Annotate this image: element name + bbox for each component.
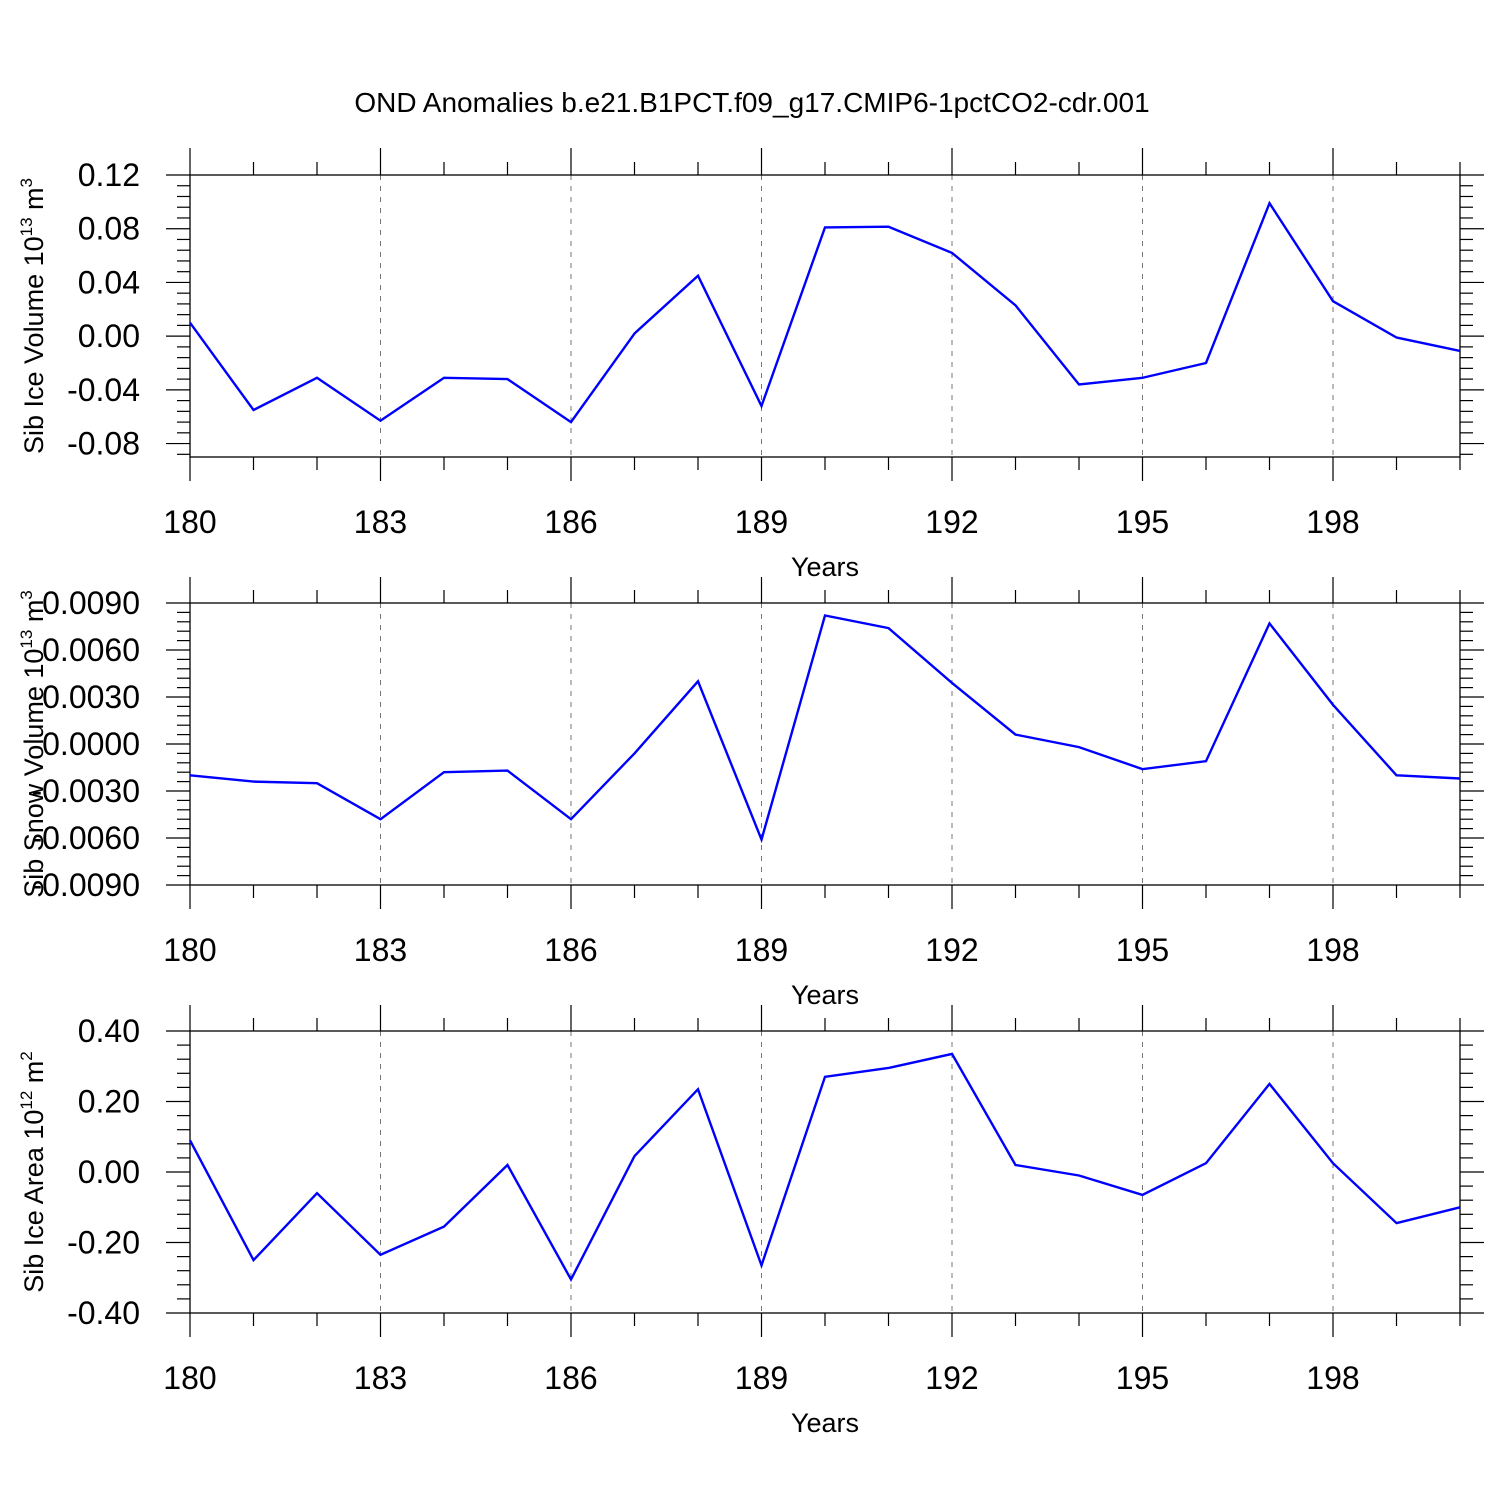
x-tick-label: 180 — [163, 504, 216, 540]
y-tick-label: 0.40 — [78, 1013, 140, 1049]
y-tick-label: 0.20 — [78, 1084, 140, 1120]
x-tick-label: 192 — [925, 504, 978, 540]
figure-title: OND Anomalies b.e21.B1PCT.f09_g17.CMIP6-… — [354, 87, 1149, 118]
x-tick-label: 195 — [1116, 1360, 1169, 1396]
x-tick-label: 189 — [735, 932, 788, 968]
x-tick-label: 186 — [544, 932, 597, 968]
chart-panel-3: 0.40 0.20 0.00 -0.20 -0.40 180 183 186 189 192 195… — [17, 1005, 1484, 1438]
x-tick-label: 186 — [544, 1360, 597, 1396]
x-tick-label: 189 — [735, 1360, 788, 1396]
x-tick-label: 180 — [163, 932, 216, 968]
y-tick-label: 0.0090 — [42, 585, 140, 621]
x-tick-label: 198 — [1306, 932, 1359, 968]
x-tick-label: 195 — [1116, 932, 1169, 968]
y-tick-label: -0.04 — [67, 372, 140, 408]
x-tick-label: 195 — [1116, 504, 1169, 540]
y-tick-label: 0.0030 — [42, 679, 140, 715]
x-tick-label: 198 — [1306, 1360, 1359, 1396]
x-tick-label: 183 — [354, 932, 407, 968]
y-tick-label: -0.0060 — [31, 820, 140, 856]
x-tick-label: 186 — [544, 504, 597, 540]
y-tick-label: 0.08 — [78, 211, 140, 247]
series-line — [189, 614, 1461, 844]
y-tick-label: -0.0090 — [31, 867, 140, 903]
y-tick-label: 0.0000 — [42, 726, 140, 762]
chart-panel-2: 0.0090 0.0060 0.0030 0.0000 -0.0030 -0.0060 -0… — [17, 577, 1484, 1010]
y-tick-label: 0.0060 — [42, 632, 140, 668]
plot-frame — [189, 1030, 1461, 1314]
series-line — [188, 1052, 1461, 1283]
series-line — [189, 200, 1461, 424]
x-axis-title: Years — [791, 552, 859, 582]
plot-frame — [189, 602, 1461, 886]
x-tick-label: 183 — [354, 504, 407, 540]
y-tick-label: -0.0030 — [31, 773, 140, 809]
x-tick-label: 192 — [925, 1360, 978, 1396]
y-tick-label: -0.08 — [67, 426, 140, 462]
y-axis-title: Sib Ice Volume 1013 m3 — [17, 178, 49, 454]
x-tick-label: 192 — [925, 932, 978, 968]
x-axis-title: Years — [791, 980, 859, 1010]
x-tick-label: 198 — [1306, 504, 1359, 540]
chart-panel-1: 0.12 0.08 0.04 0.00 -0.04 -0.08 180 183 186 189 19… — [17, 148, 1484, 582]
y-tick-label: -0.20 — [67, 1225, 140, 1261]
x-axis-title: Years — [791, 1408, 859, 1438]
x-tick-label: 183 — [354, 1360, 407, 1396]
y-axis-title: Sib Snow Volume 1013 m3 — [17, 590, 49, 898]
y-tick-label: -0.40 — [67, 1295, 140, 1331]
panels: 0.12 0.08 0.04 0.00 -0.04 -0.08 180 183 186 189 19… — [17, 148, 1484, 1438]
plot-frame — [189, 174, 1461, 458]
y-tick-label: 0.00 — [78, 318, 140, 354]
y-axis-title: Sib Ice Area 1012 m2 — [17, 1051, 49, 1293]
y-tick-label: 0.12 — [78, 157, 140, 193]
x-tick-label: 189 — [735, 504, 788, 540]
x-tick-label: 180 — [163, 1360, 216, 1396]
y-tick-label: 0.00 — [78, 1154, 140, 1190]
y-tick-label: 0.04 — [78, 264, 140, 300]
